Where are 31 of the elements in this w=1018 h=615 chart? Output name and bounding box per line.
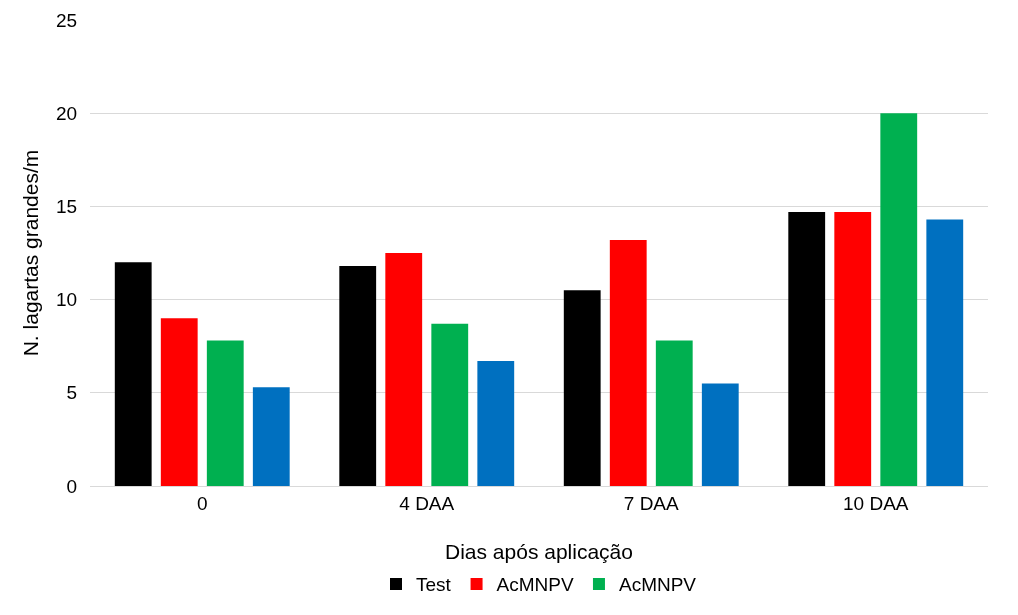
bar xyxy=(206,340,244,486)
y-axis-title: N. lagartas grandes/m xyxy=(19,149,42,357)
x-tick-label: 7 DAA xyxy=(623,492,680,514)
x-tick-label: 0 xyxy=(196,492,208,514)
bar xyxy=(114,262,152,486)
bar xyxy=(477,361,515,486)
bar xyxy=(926,219,964,486)
bar xyxy=(252,387,290,486)
bar xyxy=(385,253,423,486)
bar xyxy=(563,290,601,486)
bar xyxy=(160,318,198,486)
bar xyxy=(431,323,469,486)
y-tick-label: 25 xyxy=(56,9,78,31)
bar xyxy=(701,383,739,486)
legend-label: Test xyxy=(416,574,452,596)
y-tick-label: 20 xyxy=(56,102,78,124)
y-tick-label: 15 xyxy=(56,196,78,218)
bar xyxy=(609,239,647,486)
legend-label: AcMNPV xyxy=(618,574,697,596)
bar xyxy=(339,266,377,486)
bar xyxy=(788,211,826,486)
bar xyxy=(880,113,918,486)
x-tick-label: 4 DAA xyxy=(399,492,455,514)
y-tick-label: 0 xyxy=(66,475,78,497)
legend-label: AcMNPV xyxy=(496,574,574,596)
bar xyxy=(655,340,693,486)
y-tick-label: 10 xyxy=(56,289,78,311)
x-tick-label: 10 DAA xyxy=(843,492,909,514)
x-axis-title: Dias após aplicação xyxy=(445,540,633,563)
bar xyxy=(834,211,872,486)
y-tick-label: 5 xyxy=(66,382,78,404)
